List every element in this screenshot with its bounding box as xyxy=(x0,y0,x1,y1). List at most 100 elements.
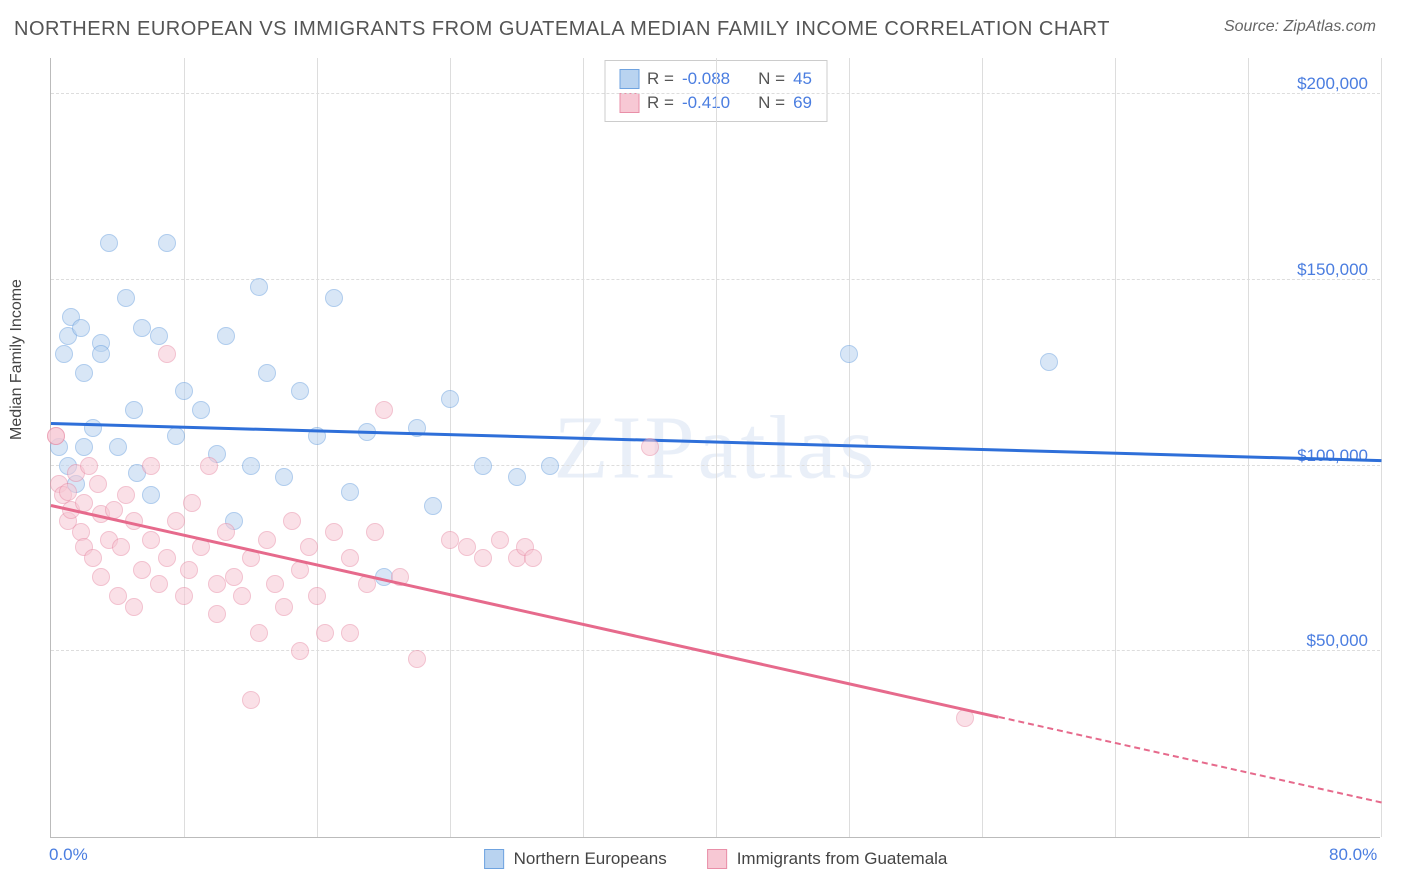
gridline-v xyxy=(583,58,584,837)
scatter-point xyxy=(92,345,110,363)
r-label: R = xyxy=(647,69,674,89)
chart-plot-area: ZIPatlas R = -0.088 N = 45 R = -0.410 N … xyxy=(50,58,1380,838)
scatter-point xyxy=(133,561,151,579)
scatter-point xyxy=(300,538,318,556)
scatter-point xyxy=(424,497,442,515)
y-tick-label: $50,000 xyxy=(1307,631,1368,651)
r-value: -0.088 xyxy=(682,69,730,89)
scatter-point xyxy=(92,568,110,586)
legend-label: Immigrants from Guatemala xyxy=(737,849,948,869)
scatter-point xyxy=(233,587,251,605)
gridline-v xyxy=(184,58,185,837)
trend-line xyxy=(51,504,999,718)
scatter-point xyxy=(250,278,268,296)
scatter-point xyxy=(109,438,127,456)
gridline-v xyxy=(1381,58,1382,837)
n-label: N = xyxy=(758,69,785,89)
scatter-point xyxy=(200,457,218,475)
scatter-point xyxy=(133,319,151,337)
scatter-point xyxy=(100,234,118,252)
scatter-point xyxy=(308,587,326,605)
scatter-point xyxy=(366,523,384,541)
r-value: -0.410 xyxy=(682,93,730,113)
scatter-point xyxy=(491,531,509,549)
scatter-point xyxy=(150,327,168,345)
n-label: N = xyxy=(758,93,785,113)
gridline-v xyxy=(849,58,850,837)
scatter-point xyxy=(225,568,243,586)
scatter-point xyxy=(217,523,235,541)
scatter-point xyxy=(250,624,268,642)
scatter-point xyxy=(325,289,343,307)
scatter-point xyxy=(125,401,143,419)
scatter-point xyxy=(55,345,73,363)
scatter-point xyxy=(266,575,284,593)
scatter-point xyxy=(283,512,301,530)
scatter-point xyxy=(109,587,127,605)
scatter-point xyxy=(75,438,93,456)
gridline-v xyxy=(450,58,451,837)
scatter-point xyxy=(840,345,858,363)
scatter-point xyxy=(458,538,476,556)
scatter-point xyxy=(208,575,226,593)
chart-title: NORTHERN EUROPEAN VS IMMIGRANTS FROM GUA… xyxy=(14,18,1110,41)
scatter-point xyxy=(441,531,459,549)
y-tick-label: $150,000 xyxy=(1297,260,1368,280)
legend-swatch-icon xyxy=(619,69,639,89)
scatter-point xyxy=(158,549,176,567)
scatter-point xyxy=(408,650,426,668)
header: NORTHERN EUROPEAN VS IMMIGRANTS FROM GUA… xyxy=(0,0,1406,51)
scatter-point xyxy=(80,457,98,475)
scatter-point xyxy=(341,624,359,642)
legend-label: Northern Europeans xyxy=(514,849,667,869)
trend-line-dashed xyxy=(998,716,1381,803)
scatter-point xyxy=(208,605,226,623)
scatter-point xyxy=(84,549,102,567)
legend-swatch-icon xyxy=(707,849,727,869)
scatter-point xyxy=(291,642,309,660)
scatter-point xyxy=(125,598,143,616)
gridline-v xyxy=(716,58,717,837)
scatter-point xyxy=(59,483,77,501)
source-label: Source: ZipAtlas.com xyxy=(1224,18,1376,36)
scatter-point xyxy=(474,549,492,567)
scatter-point xyxy=(474,457,492,475)
scatter-point xyxy=(72,319,90,337)
scatter-point xyxy=(180,561,198,579)
scatter-point xyxy=(167,512,185,530)
n-value: 69 xyxy=(793,93,812,113)
scatter-point xyxy=(142,486,160,504)
scatter-point xyxy=(117,486,135,504)
legend-item: Northern Europeans xyxy=(484,849,667,869)
scatter-point xyxy=(508,468,526,486)
scatter-point xyxy=(258,364,276,382)
scatter-point xyxy=(142,531,160,549)
legend-swatch-icon xyxy=(619,93,639,113)
scatter-point xyxy=(117,289,135,307)
scatter-point xyxy=(375,401,393,419)
scatter-point xyxy=(158,234,176,252)
x-tick-label: 80.0% xyxy=(1329,845,1377,865)
n-value: 45 xyxy=(793,69,812,89)
scatter-point xyxy=(183,494,201,512)
gridline-v xyxy=(1115,58,1116,837)
scatter-point xyxy=(242,691,260,709)
y-tick-label: $100,000 xyxy=(1297,446,1368,466)
scatter-point xyxy=(75,364,93,382)
scatter-point xyxy=(192,401,210,419)
x-tick-label: 0.0% xyxy=(49,845,88,865)
scatter-point xyxy=(150,575,168,593)
scatter-point xyxy=(167,427,185,445)
scatter-point xyxy=(142,457,160,475)
y-axis-label: Median Family Income xyxy=(8,279,26,440)
legend-item: Immigrants from Guatemala xyxy=(707,849,948,869)
scatter-point xyxy=(258,531,276,549)
scatter-point xyxy=(341,483,359,501)
scatter-point xyxy=(341,549,359,567)
y-tick-label: $200,000 xyxy=(1297,74,1368,94)
scatter-point xyxy=(275,598,293,616)
gridline-v xyxy=(1248,58,1249,837)
legend-swatch-icon xyxy=(484,849,504,869)
scatter-point xyxy=(325,523,343,541)
scatter-point xyxy=(541,457,559,475)
